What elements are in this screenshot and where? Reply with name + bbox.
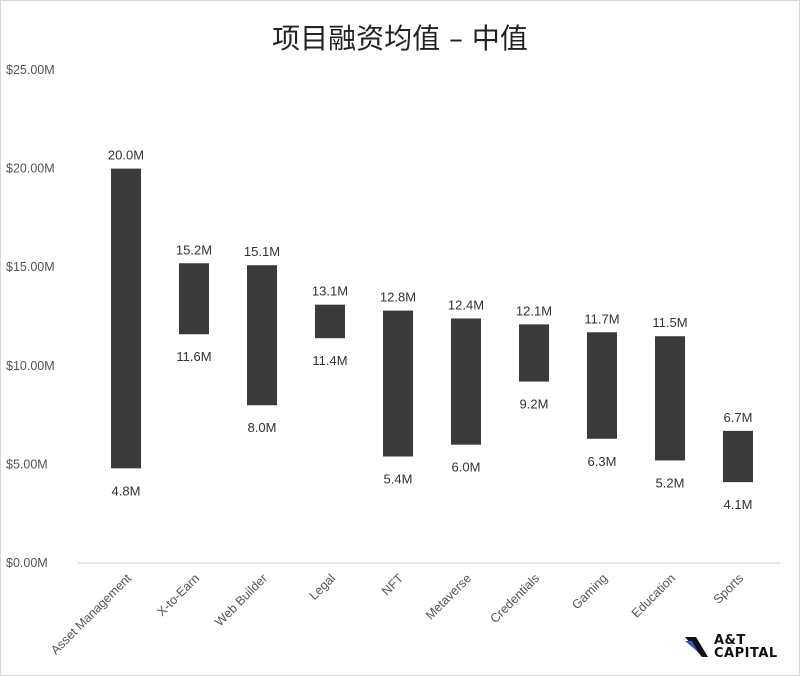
- x-category-label: Metaverse: [423, 571, 474, 622]
- low-data-label: 5.4M: [384, 472, 413, 487]
- x-category-label: Education: [629, 571, 678, 620]
- x-category-label: NFT: [379, 571, 406, 598]
- bar-x-to-earn: [179, 263, 209, 335]
- bar-metaverse: [451, 318, 481, 445]
- low-data-label: 11.4M: [312, 353, 347, 368]
- logo-text: A&T CAPITAL: [714, 634, 778, 660]
- y-tick-label: $10.00M: [6, 359, 55, 373]
- logo-line1: A&T: [714, 633, 746, 648]
- y-tick-label: $5.00M: [6, 457, 48, 471]
- low-data-label: 8.0M: [248, 420, 277, 435]
- logo-mark-icon: [685, 637, 708, 657]
- high-data-label: 15.2M: [176, 242, 212, 257]
- x-category-label: Sports: [711, 571, 746, 606]
- chart-title: 项目融资均值 – 中值: [272, 22, 528, 55]
- high-data-label: 11.7M: [584, 311, 619, 326]
- high-data-label: 11.5M: [652, 315, 687, 330]
- low-data-label: 11.6M: [176, 349, 211, 364]
- high-data-label: 12.4M: [448, 297, 484, 312]
- bar-web-builder: [247, 265, 277, 406]
- bar-education: [655, 336, 685, 461]
- high-data-label: 20.0M: [108, 148, 144, 163]
- low-data-label: 5.2M: [656, 475, 685, 490]
- bar-sports: [723, 430, 753, 483]
- low-data-label: 6.3M: [588, 454, 617, 469]
- low-data-label: 4.8M: [112, 483, 141, 498]
- y-tick-label: $15.00M: [6, 260, 55, 274]
- y-tick-label: $0.00M: [6, 556, 48, 570]
- high-data-label: 6.7M: [724, 410, 753, 425]
- y-tick-label: $25.00M: [6, 63, 55, 77]
- x-category-label: Legal: [307, 571, 339, 603]
- logo: A&T CAPITAL: [684, 634, 778, 660]
- x-category-label: Asset Management: [48, 571, 134, 657]
- bar-legal: [315, 304, 345, 339]
- low-data-label: 9.2M: [520, 397, 549, 412]
- low-data-label: 4.1M: [724, 497, 753, 512]
- low-data-label: 6.0M: [452, 460, 481, 475]
- x-category-label: Web Builder: [212, 571, 270, 629]
- high-data-label: 12.1M: [516, 303, 552, 318]
- x-category-label: Gaming: [569, 571, 610, 612]
- bar-nft: [383, 310, 413, 457]
- bar-asset-management: [111, 168, 141, 469]
- bar-credentials: [519, 324, 549, 382]
- y-tick-label: $20.00M: [6, 162, 55, 176]
- high-data-label: 15.1M: [244, 244, 280, 259]
- high-data-label: 13.1M: [312, 284, 348, 299]
- bar-gaming: [587, 332, 617, 439]
- high-data-label: 12.8M: [380, 290, 416, 305]
- x-category-label: X-to-Earn: [154, 571, 202, 619]
- x-category-label: Credentials: [488, 571, 543, 626]
- logo-line2: CAPITAL: [714, 646, 778, 661]
